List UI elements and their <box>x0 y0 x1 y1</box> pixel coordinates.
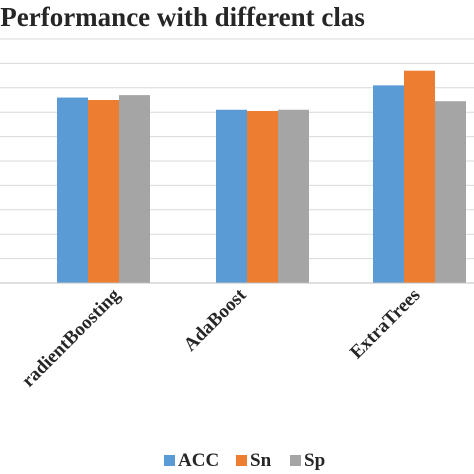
bars <box>57 70 466 284</box>
legend-label-sp: Sp <box>304 450 325 471</box>
legend-label-sn: Sn <box>250 450 272 471</box>
bar-acc-2 <box>216 109 247 283</box>
legend: ACC Sn Sp <box>164 450 325 471</box>
x-tick-labels: radientBoosting AdaBoost ExtraTrees <box>18 284 425 391</box>
bar-sn-1 <box>88 100 119 283</box>
chart-title: l Performance with different clas <box>0 2 365 32</box>
x-tick-label: ExtraTrees <box>346 285 425 364</box>
legend-label-acc: ACC <box>178 450 219 471</box>
bar-sn-2 <box>247 110 278 283</box>
legend-swatch-sp <box>290 455 301 466</box>
legend-swatch-acc <box>164 455 175 466</box>
bar-sn-3 <box>404 70 435 283</box>
x-tick-label: AdaBoost <box>180 284 251 355</box>
bar-sp-2 <box>278 109 309 283</box>
bar-acc-1 <box>57 97 88 283</box>
bar-acc-3 <box>373 85 404 283</box>
bar-sp-3 <box>435 101 466 283</box>
bar-sp-1 <box>119 95 150 284</box>
legend-swatch-sn <box>236 455 247 466</box>
x-tick-label: radientBoosting <box>18 284 125 391</box>
